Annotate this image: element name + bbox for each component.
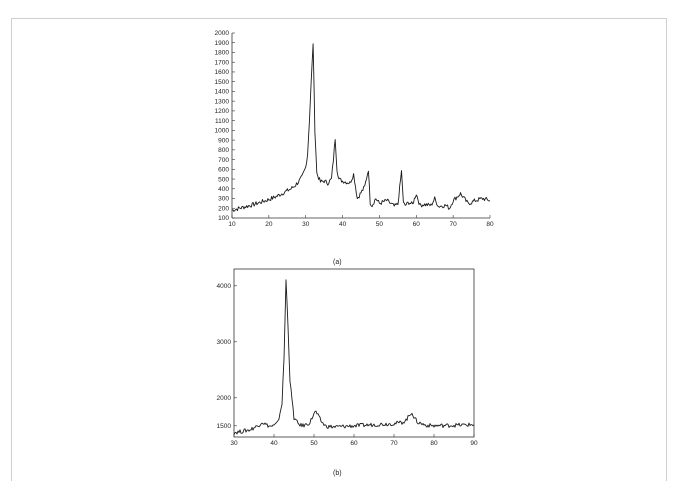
x-tick-label: 70 — [450, 221, 458, 228]
x-tick-label: 80 — [430, 440, 438, 447]
x-tick-label: 70 — [390, 440, 398, 447]
y-tick-label: 200 — [218, 205, 229, 212]
x-tick-label: 40 — [339, 221, 347, 228]
x-tick-label: 60 — [413, 221, 421, 228]
y-tick-label: 800 — [218, 147, 229, 154]
x-tick-label: 80 — [486, 221, 494, 228]
x-tick-label: 20 — [265, 221, 273, 228]
x-tick-label: 40 — [270, 440, 278, 447]
series-line — [231, 43, 491, 212]
y-tick-label: 100 — [218, 215, 229, 222]
y-tick-label: 600 — [218, 167, 229, 174]
x-tick-label: 50 — [376, 221, 384, 228]
figure-frame — [11, 18, 667, 481]
caption-b: (b) — [333, 470, 342, 477]
y-tick-label: 700 — [218, 157, 229, 164]
series-line — [233, 279, 475, 435]
y-tick-label: 2000 — [215, 30, 230, 37]
y-tick-label: 1900 — [215, 40, 230, 47]
y-tick-label: 4000 — [217, 283, 232, 290]
y-tick-label: 1500 — [217, 423, 232, 430]
y-tick-label: 1000 — [215, 128, 230, 135]
y-tick-label: 1600 — [215, 69, 230, 76]
x-tick-label: 10 — [228, 221, 236, 228]
x-tick-label: 90 — [470, 440, 478, 447]
y-tick-label: 1100 — [215, 118, 229, 125]
y-tick-label: 500 — [218, 176, 229, 183]
y-tick-label: 1400 — [215, 89, 230, 96]
y-tick-label: 3000 — [217, 339, 232, 346]
y-tick-label: 400 — [218, 186, 229, 193]
caption-a: (a) — [333, 259, 342, 266]
x-tick-label: 30 — [230, 440, 238, 447]
x-tick-label: 30 — [302, 221, 310, 228]
y-tick-label: 1200 — [215, 108, 230, 115]
y-tick-label: 1700 — [215, 59, 230, 66]
y-tick-label: 1300 — [215, 98, 230, 105]
plot-frame — [233, 268, 475, 438]
chart-panel-0: 100 200 300 400 500 600 700 800 900 1000 1100 1200 1… — [215, 30, 494, 228]
y-tick-label: 1800 — [215, 50, 230, 57]
y-tick-label: 300 — [218, 196, 229, 203]
y-tick-label: 900 — [218, 137, 229, 144]
x-tick-label: 60 — [350, 440, 358, 447]
y-tick-label: 2000 — [217, 395, 232, 402]
y-tick-label: 1500 — [215, 79, 230, 86]
x-tick-label: 50 — [310, 440, 318, 447]
chart-panel-1: 1500 2000 3000 4000 30 40 50 60 70 80 90 — [217, 268, 478, 447]
